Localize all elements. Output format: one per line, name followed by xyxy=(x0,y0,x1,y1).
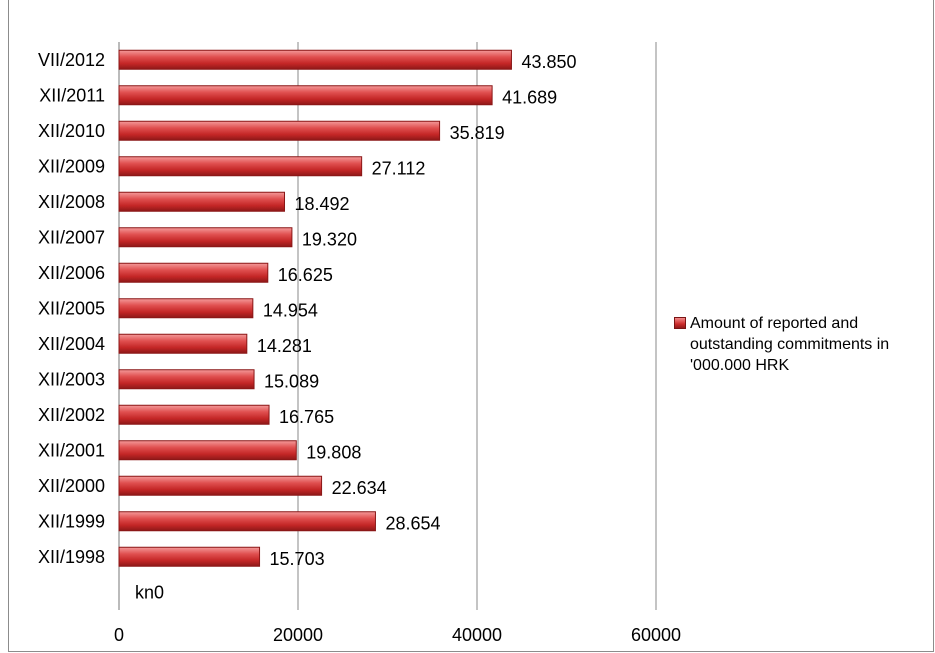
category-label: XII/2011 xyxy=(39,85,105,105)
category-label: XII/2008 xyxy=(38,192,105,212)
data-label: 16.765 xyxy=(279,407,334,427)
category-label: XII/2004 xyxy=(38,334,105,354)
x-tick-label: 20000 xyxy=(273,625,323,645)
x-tick-label: 40000 xyxy=(452,625,502,645)
category-label: XII/2005 xyxy=(38,298,105,318)
data-label: 18.492 xyxy=(295,194,350,214)
bar xyxy=(118,227,293,248)
data-label: 14.954 xyxy=(263,300,318,320)
data-label: 16.625 xyxy=(278,265,333,285)
bar xyxy=(118,333,248,354)
category-label: XII/2003 xyxy=(38,369,105,389)
category-label: XII/2006 xyxy=(38,263,105,283)
bar xyxy=(118,475,323,496)
data-label: 35.819 xyxy=(450,123,505,143)
legend-label: Amount of reported and outstanding commi… xyxy=(690,315,890,374)
legend: Amount of reported and outstanding commi… xyxy=(674,313,929,376)
data-label: 14.281 xyxy=(257,336,312,356)
category-label: XII/2010 xyxy=(38,121,105,141)
data-label: 15.089 xyxy=(264,371,319,391)
category-label: XII/1998 xyxy=(38,547,105,567)
category-label: XII/2002 xyxy=(38,405,105,425)
data-label: 28.654 xyxy=(385,513,440,533)
category-label: XII/2007 xyxy=(38,227,105,247)
bar xyxy=(118,85,493,106)
legend-swatch xyxy=(674,317,686,329)
bar xyxy=(118,298,254,319)
x-tick-label: 60000 xyxy=(631,625,681,645)
data-label: 43.850 xyxy=(521,52,576,72)
data-label: 19.808 xyxy=(306,442,361,462)
category-label: XII/2001 xyxy=(38,440,105,460)
category-label: VII/2012 xyxy=(38,50,105,70)
empty-category-label: kn0 xyxy=(135,582,164,602)
category-label: XII/2009 xyxy=(38,156,105,176)
chart-frame xyxy=(8,0,934,652)
category-label: XII/1999 xyxy=(38,511,105,531)
bar xyxy=(118,120,441,141)
data-label: 27.112 xyxy=(372,158,426,178)
bar xyxy=(118,156,363,177)
bar xyxy=(118,546,261,567)
bar xyxy=(118,404,270,425)
bar xyxy=(118,511,376,532)
data-label: 15.703 xyxy=(270,549,325,569)
x-tick-label: 0 xyxy=(114,625,124,645)
bar xyxy=(118,440,297,461)
bar xyxy=(118,191,286,212)
data-label: 22.634 xyxy=(332,478,387,498)
bar xyxy=(118,262,269,283)
bar xyxy=(118,49,512,70)
data-label: 19.320 xyxy=(302,229,357,249)
bar xyxy=(118,369,255,390)
data-label: 41.689 xyxy=(502,87,557,107)
category-label: XII/2000 xyxy=(38,476,105,496)
